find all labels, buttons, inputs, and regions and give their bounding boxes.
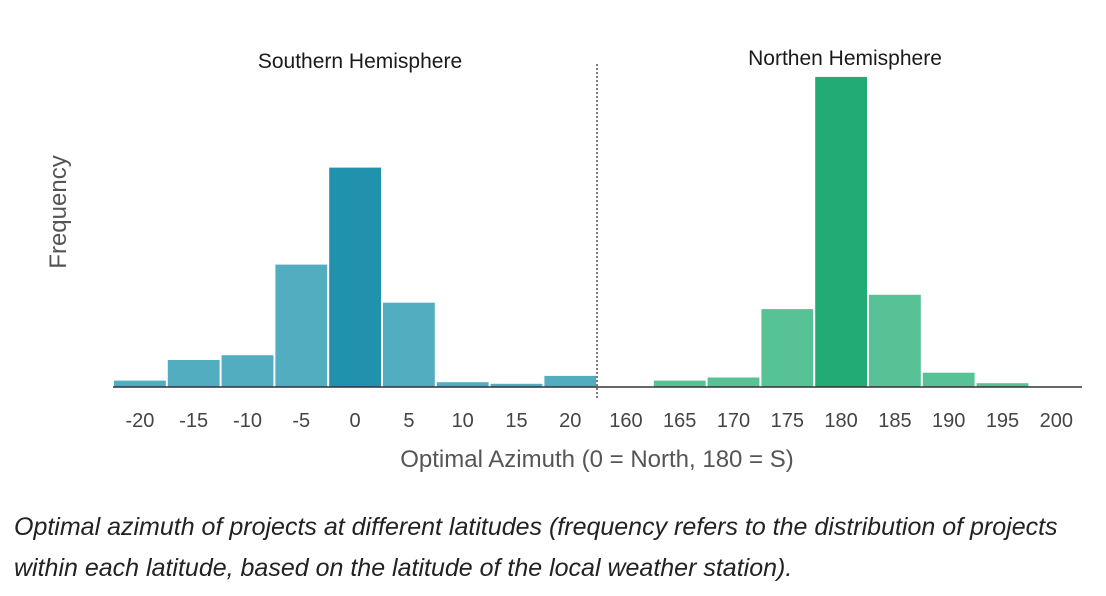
x-tick-label: 160	[609, 410, 642, 432]
bar-north-175	[761, 309, 814, 387]
bar-north-190	[922, 372, 975, 387]
bar-south--15	[167, 360, 220, 387]
x-tick-label: 190	[932, 410, 965, 432]
x-tick-label: -20	[125, 410, 154, 432]
southern-hemisphere-title: Southern Hemisphere	[258, 50, 462, 73]
bar-north-185	[869, 294, 921, 387]
bar-south-10	[436, 382, 489, 387]
x-tick-label: -5	[292, 410, 310, 432]
bar-south-20	[544, 375, 597, 387]
tick-labels-layer: -20 -15 -10 -5 0 5 10 15 20 160 165 170 175 180 185 190…	[125, 410, 1073, 432]
bar-north-180	[815, 76, 867, 388]
bar-south-0	[329, 167, 381, 387]
x-tick-label: 10	[452, 410, 474, 432]
x-tick-label: 0	[350, 410, 361, 432]
x-tick-label: 5	[403, 410, 414, 432]
bar-south-5	[383, 302, 435, 387]
chart-svg: -20 -15 -10 -5 0 5 10 15 20 160 165 170 175 180 185 190…	[45, 47, 1082, 473]
x-tick-label: 185	[878, 410, 911, 432]
x-axis-title: Optimal Azimuth (0 = North, 180 = S)	[400, 446, 794, 473]
x-tick-label: 195	[986, 410, 1019, 432]
x-tick-label: -10	[233, 410, 262, 432]
x-tick-label: 175	[771, 410, 804, 432]
x-tick-label: 15	[505, 410, 527, 432]
x-tick-label: 20	[559, 410, 581, 432]
bars-layer	[114, 76, 1029, 388]
bar-north-165	[653, 380, 706, 387]
bar-north-195	[976, 383, 1029, 387]
bar-south-15	[490, 383, 543, 387]
bar-south--20	[114, 380, 166, 387]
x-tick-label: 180	[824, 410, 857, 432]
figure-caption: Optimal azimuth of projects at different…	[14, 513, 1058, 582]
northern-hemisphere-title: Northen Hemisphere	[748, 47, 942, 70]
y-axis-title: Frequency	[45, 155, 72, 268]
x-tick-label: -15	[179, 410, 208, 432]
azimuth-histogram-chart: -20 -15 -10 -5 0 5 10 15 20 160 165 170 175 180 185 190…	[45, 47, 1082, 473]
x-tick-label: 165	[663, 410, 696, 432]
x-tick-label: 200	[1040, 410, 1073, 432]
bar-south--10	[221, 355, 274, 387]
bar-south--5	[275, 264, 328, 387]
x-tick-label: 170	[717, 410, 750, 432]
bar-north-170	[707, 377, 760, 387]
